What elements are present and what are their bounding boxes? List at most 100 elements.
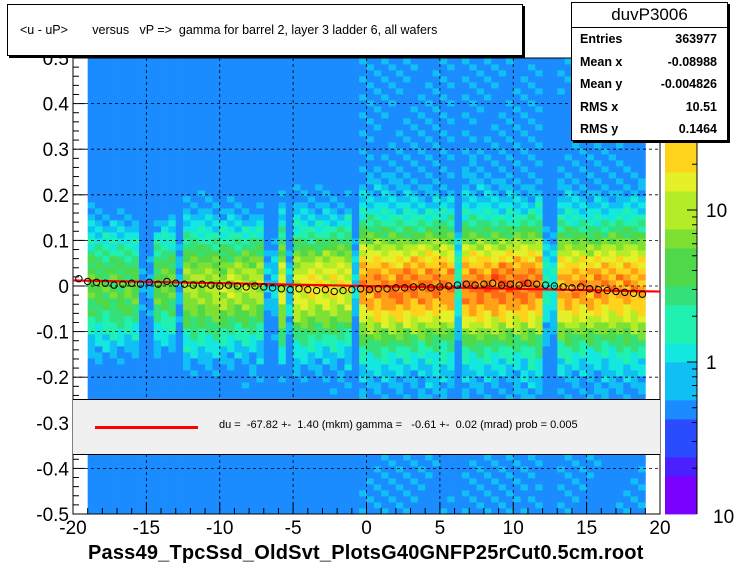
heat-cell — [249, 490, 257, 497]
heat-cell — [175, 136, 184, 143]
heat-cell — [300, 346, 309, 353]
heat-cell — [425, 184, 433, 191]
heat-cell — [190, 106, 199, 113]
heat-cell — [161, 112, 169, 119]
heat-cell — [535, 208, 543, 215]
heat-cell — [293, 292, 301, 299]
heat-cell — [505, 178, 514, 185]
heat-cell — [300, 142, 309, 149]
heat-cell — [483, 274, 492, 281]
heat-cell — [505, 112, 514, 119]
heat-cell — [190, 472, 199, 479]
heat-cell — [388, 376, 397, 383]
heat-cell — [410, 166, 419, 173]
heat-cell — [109, 112, 118, 119]
heat-cell — [329, 166, 338, 173]
heat-cell — [197, 154, 206, 161]
heat-cell — [234, 490, 243, 497]
heat-cell — [439, 286, 448, 293]
heat-cell — [161, 214, 169, 221]
heat-cell — [117, 310, 125, 317]
heat-cell — [293, 178, 301, 185]
heat-cell — [535, 346, 543, 353]
heat-cell — [197, 58, 206, 65]
heat-cell — [227, 334, 235, 341]
heat-cell — [359, 280, 367, 287]
heat-cell — [139, 478, 147, 485]
heat-cell — [417, 124, 426, 131]
heat-cell — [241, 250, 250, 257]
heat-cell — [520, 106, 529, 113]
heat-cell — [329, 142, 338, 149]
heat-cell — [102, 328, 111, 335]
heat-cell — [124, 112, 133, 119]
heat-cell — [175, 346, 184, 353]
heat-cell — [527, 310, 536, 317]
heat-cell — [483, 394, 492, 401]
heat-cell — [498, 142, 507, 149]
heat-cell — [527, 382, 536, 389]
heat-cell — [373, 106, 382, 113]
heat-cell — [234, 508, 243, 515]
heat-cell — [359, 70, 367, 77]
heat-cell — [249, 364, 257, 371]
heat-cell — [329, 346, 338, 353]
heat-cell — [190, 274, 199, 281]
heat-cell — [131, 364, 140, 371]
heat-cell — [439, 502, 448, 509]
heat-cell — [307, 262, 316, 269]
heat-cell — [322, 502, 331, 509]
heat-cell — [425, 154, 433, 161]
heat-cell — [351, 298, 360, 305]
heat-cell — [212, 64, 221, 71]
heat-cell — [505, 268, 514, 275]
heat-cell — [293, 490, 301, 497]
heat-cell — [271, 478, 279, 485]
heat-cell — [117, 352, 125, 359]
heat-cell — [564, 382, 573, 389]
heat-cell — [373, 292, 382, 299]
heat-cell — [271, 220, 279, 227]
heat-cell — [271, 496, 279, 503]
heat-cell — [87, 346, 96, 353]
heat-cell — [344, 496, 353, 503]
heat-cell — [366, 208, 375, 215]
heat-cell — [432, 244, 441, 251]
heat-cell — [293, 244, 301, 251]
heat-cell — [205, 130, 213, 137]
heat-cell — [417, 472, 426, 479]
heat-cell — [190, 118, 199, 125]
heat-cell — [315, 172, 323, 179]
heat-cell — [381, 340, 389, 347]
heat-cell — [117, 370, 125, 377]
heat-cell — [322, 262, 331, 269]
heat-cell — [87, 244, 96, 251]
heat-cell — [227, 142, 235, 149]
heat-cell — [183, 352, 191, 359]
heat-cell — [168, 490, 177, 497]
heat-cell — [124, 334, 133, 341]
heat-cell — [447, 238, 455, 245]
heat-cell — [175, 232, 184, 239]
heat-cell — [513, 244, 521, 251]
heat-cell — [293, 208, 301, 215]
heat-cell — [168, 244, 177, 251]
heat-cell — [256, 154, 265, 161]
heat-cell — [256, 172, 265, 179]
heat-cell — [175, 166, 184, 173]
heat-cell — [131, 394, 140, 401]
heat-cell — [527, 256, 536, 263]
heat-cell — [315, 88, 323, 95]
heat-cell — [95, 454, 103, 461]
heat-cell — [300, 352, 309, 359]
heat-cell — [197, 160, 206, 167]
heat-cell — [505, 160, 514, 167]
heat-cell — [454, 466, 463, 473]
heat-cell — [329, 484, 338, 491]
heat-cell — [87, 220, 96, 227]
heat-cell — [168, 472, 177, 479]
heat-cell — [95, 208, 103, 215]
heat-cell — [505, 202, 514, 209]
heat-cell — [351, 316, 360, 323]
heat-cell — [278, 304, 287, 311]
